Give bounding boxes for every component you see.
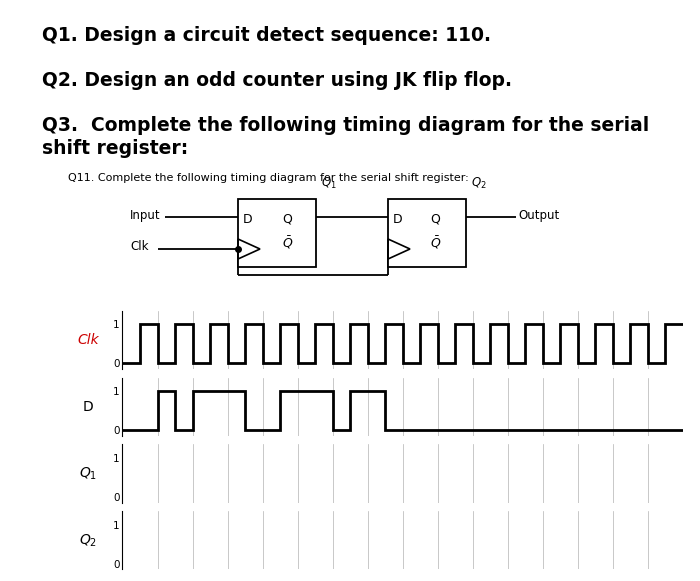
Text: $Q_2$: $Q_2$ bbox=[471, 176, 486, 191]
Text: Q: Q bbox=[430, 213, 440, 226]
Text: D: D bbox=[243, 213, 253, 226]
Text: $Q_1$: $Q_1$ bbox=[321, 176, 337, 191]
Y-axis label: D: D bbox=[83, 400, 94, 414]
Text: Output: Output bbox=[518, 209, 559, 221]
Y-axis label: $Q_1$: $Q_1$ bbox=[79, 465, 97, 482]
Text: Clk: Clk bbox=[130, 241, 148, 253]
Y-axis label: $Q_2$: $Q_2$ bbox=[79, 532, 97, 548]
Text: Q1. Design a circuit detect sequence: 110.: Q1. Design a circuit detect sequence: 11… bbox=[42, 26, 491, 45]
Text: Q11. Complete the following timing diagram for the serial shift register:: Q11. Complete the following timing diagr… bbox=[68, 173, 469, 183]
Text: Q3.  Complete the following timing diagram for the serial: Q3. Complete the following timing diagra… bbox=[42, 116, 650, 135]
Text: Q2. Design an odd counter using JK flip flop.: Q2. Design an odd counter using JK flip … bbox=[42, 71, 512, 90]
Bar bbox=[238, 199, 316, 267]
Text: $\bar{Q}$: $\bar{Q}$ bbox=[430, 235, 441, 251]
Text: $\bar{Q}$: $\bar{Q}$ bbox=[282, 235, 293, 251]
Text: shift register:: shift register: bbox=[42, 139, 188, 158]
Text: Q: Q bbox=[282, 213, 292, 226]
Text: Input: Input bbox=[130, 209, 160, 221]
Text: D: D bbox=[393, 213, 402, 226]
Y-axis label: Clk: Clk bbox=[77, 333, 99, 347]
Bar bbox=[388, 199, 466, 267]
